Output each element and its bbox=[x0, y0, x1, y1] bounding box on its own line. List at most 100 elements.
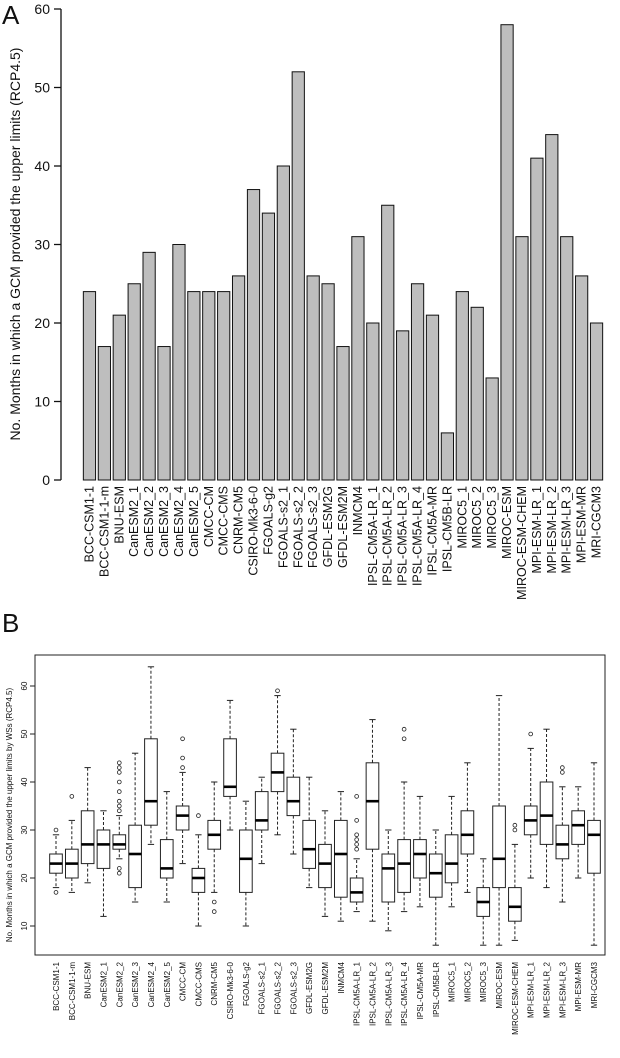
box bbox=[555, 824, 570, 860]
y-tick-label: 50 bbox=[20, 729, 29, 738]
bar bbox=[261, 212, 276, 481]
x-tick-label: GFDL-ESM2M bbox=[336, 486, 350, 568]
box bbox=[460, 810, 475, 855]
bar bbox=[366, 322, 380, 481]
x-tick-label: MPI-ESM-MR bbox=[574, 962, 583, 1012]
outlier-point bbox=[116, 765, 122, 770]
x-tick-label: CanESM2_5 bbox=[187, 486, 201, 557]
x-tick-label: INMCM4 bbox=[351, 486, 365, 535]
bar bbox=[545, 134, 559, 481]
bar bbox=[500, 24, 514, 481]
box bbox=[365, 762, 380, 850]
outlier-point bbox=[180, 755, 185, 761]
outlier-point bbox=[116, 760, 122, 766]
outlier-point bbox=[528, 731, 534, 737]
box bbox=[381, 853, 396, 903]
x-tick-label: GFDL-ESM2M bbox=[321, 962, 330, 1015]
x-tick-label: GFDL-ESM2G bbox=[305, 962, 314, 1014]
x-tick-label: IPSL-CM5A-LR_3 bbox=[384, 961, 393, 1026]
y-tick-label: 50 bbox=[34, 80, 50, 96]
box bbox=[349, 877, 364, 903]
x-tick-label: FGOALS-s2_2 bbox=[291, 486, 305, 568]
x-tick-label: IPSL-CM5A-LR_3 bbox=[396, 486, 410, 586]
box bbox=[302, 819, 317, 869]
x-tick-label: CMCC-CMS bbox=[194, 962, 203, 1006]
box bbox=[239, 829, 253, 893]
x-tick-label: MIROC5_2 bbox=[470, 486, 484, 549]
outlier-point bbox=[69, 794, 75, 799]
y-tick-label: 40 bbox=[20, 777, 29, 786]
x-tick-label: IPSL-CM5B-LR bbox=[440, 486, 454, 572]
box bbox=[286, 776, 301, 817]
x-tick-label: MIROC5_1 bbox=[448, 961, 457, 1002]
x-tick-label: MIROC-ESM bbox=[495, 962, 504, 1009]
x-tick-label: MIROC5_1 bbox=[455, 486, 469, 549]
bar bbox=[560, 236, 574, 481]
outlier-point bbox=[116, 779, 122, 785]
x-tick-label: MPI-ESM-LR_3 bbox=[560, 486, 574, 574]
x-tick-label: MPI-ESM-LR_1 bbox=[530, 486, 544, 574]
x-tick-label: FGOALS-s2_3 bbox=[306, 486, 320, 568]
x-tick-label: MPI-ESM-LR_2 bbox=[545, 486, 559, 574]
x-tick-label: BCC-CSM1-1-m bbox=[68, 962, 77, 1021]
x-tick-label: IPSL-CM5A-LR_4 bbox=[400, 961, 409, 1026]
x-tick-label: BCC-CSM1-1 bbox=[52, 961, 61, 1010]
box bbox=[587, 819, 601, 874]
outlier-point bbox=[53, 890, 59, 895]
outlier-point bbox=[116, 803, 122, 809]
bar bbox=[187, 291, 201, 481]
x-tick-label: BCC-CSM1-1 bbox=[82, 486, 96, 562]
bar bbox=[291, 71, 305, 481]
y-tick-label: 10 bbox=[20, 921, 29, 930]
x-tick-label: CanESM2_4 bbox=[147, 961, 156, 1007]
x-tick-label: MIROC-ESM bbox=[500, 486, 514, 559]
outlier-point bbox=[560, 770, 565, 775]
y-tick-label: 10 bbox=[34, 394, 50, 410]
x-tick-label: CanESM2_2 bbox=[115, 961, 124, 1007]
outlier-point bbox=[116, 870, 122, 876]
x-tick-label: IPSL-CM5A-LR_2 bbox=[381, 486, 395, 586]
y-tick-label: 0 bbox=[42, 472, 50, 488]
x-tick-label: BCC-CSM1-1-m bbox=[97, 486, 111, 577]
x-tick-label: MRI-CGCM3 bbox=[590, 486, 604, 558]
x-tick-label: MRI-CGCM3 bbox=[590, 961, 599, 1008]
x-tick-label: GFDL-ESM2G bbox=[321, 486, 335, 567]
bar bbox=[82, 291, 97, 481]
x-tick-label: MPI-ESM-LR_2 bbox=[543, 961, 552, 1018]
x-tick-label: CMCC-CM bbox=[202, 486, 216, 547]
box bbox=[397, 839, 411, 893]
x-tick-label: CNRM-CM5 bbox=[210, 961, 219, 1005]
x-tick-label: IPSL-CM5A-LR_2 bbox=[368, 961, 377, 1026]
x-tick-label: MPI-ESM-LR_1 bbox=[527, 961, 536, 1018]
x-tick-label: FGOALS-g2 bbox=[261, 486, 275, 555]
x-tick-label: MIROC5_3 bbox=[485, 486, 499, 549]
y-tick-label: 60 bbox=[20, 681, 29, 690]
plot-frame bbox=[34, 654, 606, 956]
outlier-point bbox=[512, 827, 518, 833]
bar bbox=[276, 165, 290, 481]
x-tick-label: CMCC-CM bbox=[179, 962, 188, 1001]
box bbox=[508, 887, 522, 922]
x-tick-label: CSIRO-Mk3-6-0 bbox=[247, 486, 261, 576]
x-tick-label: MPI-ESM-LR_3 bbox=[558, 961, 567, 1018]
outlier-point bbox=[116, 789, 122, 794]
outlier-point bbox=[116, 770, 122, 775]
bar bbox=[306, 275, 320, 481]
x-tick-label: IPSL-CM5A-LR_1 bbox=[353, 961, 362, 1026]
bar bbox=[157, 346, 171, 481]
outlier-point bbox=[354, 846, 359, 852]
x-tick-label: CSIRO-Mk3-6-0 bbox=[226, 961, 235, 1019]
box bbox=[80, 810, 95, 865]
bar bbox=[321, 283, 335, 481]
x-tick-label: MIROC-ESM-CHEM bbox=[511, 962, 520, 1035]
bar bbox=[455, 291, 469, 481]
outlier-point bbox=[180, 736, 185, 742]
x-tick-label: CanESM2_5 bbox=[163, 961, 172, 1007]
x-tick-label: IPSL-CM5A-MR bbox=[425, 486, 439, 576]
panel-b-ylabel: No. Months in which a GCM provided the u… bbox=[5, 688, 14, 943]
box bbox=[318, 843, 332, 889]
x-tick-label: FGOALS-s2_2 bbox=[274, 961, 283, 1014]
x-tick-label: IPSL-CM5A-LR_4 bbox=[411, 486, 425, 586]
y-tick-label: 60 bbox=[34, 1, 50, 17]
outlier-point bbox=[116, 798, 122, 804]
